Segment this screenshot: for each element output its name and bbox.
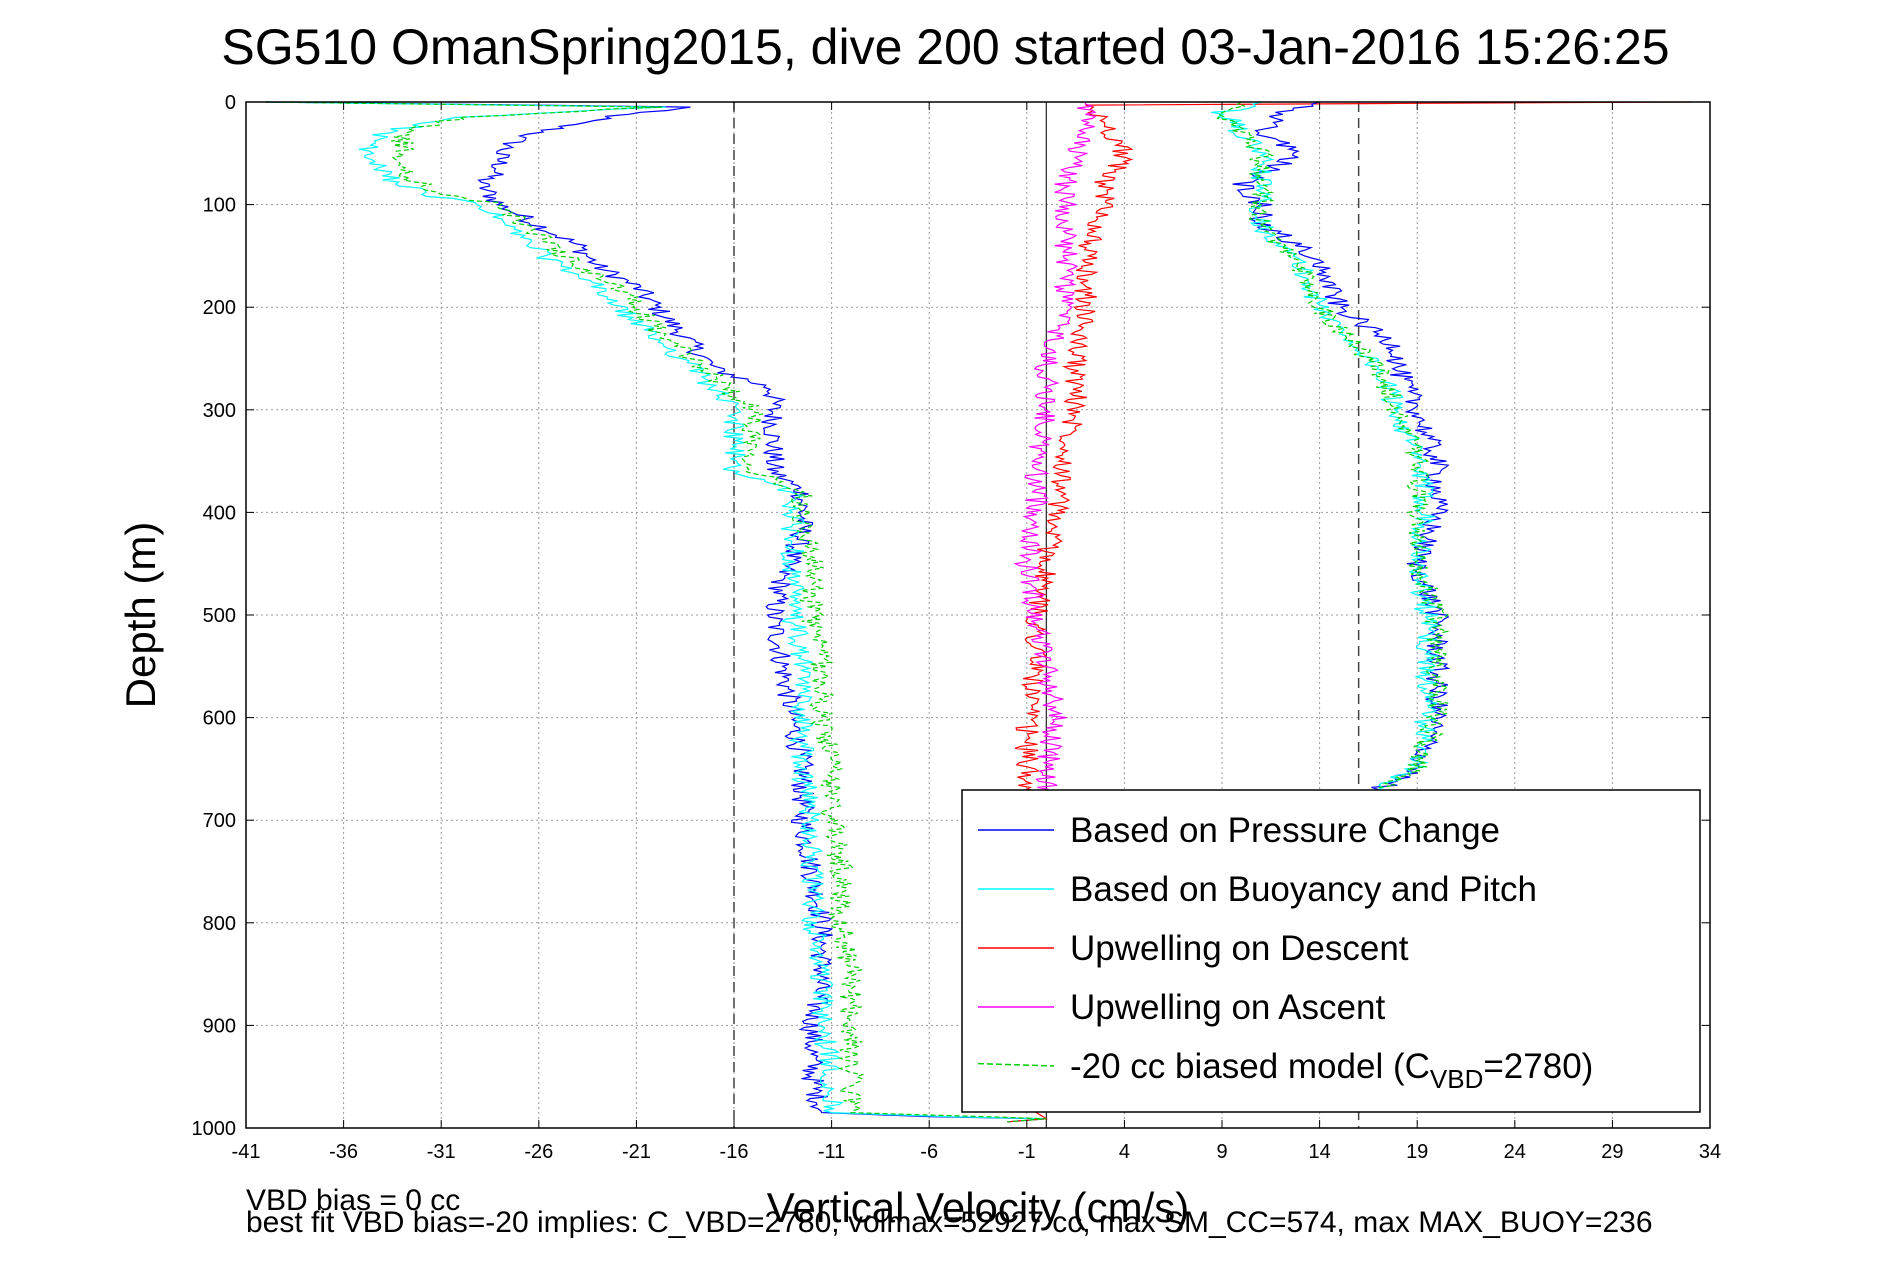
x-tick-label: 29 bbox=[1601, 1141, 1623, 1163]
y-tick-label: 700 bbox=[203, 810, 236, 832]
x-tick-label: -36 bbox=[329, 1141, 358, 1163]
legend-label: Based on Buoyancy and Pitch bbox=[1070, 870, 1537, 909]
y-tick-label: 200 bbox=[203, 297, 236, 319]
y-axis-label: Depth (m) bbox=[117, 522, 164, 709]
x-tick-label: -11 bbox=[818, 1141, 845, 1163]
ticks: -41 -36 -31 -26 -21 -16 -11 -6 -1 4 9 14 19 24 29 34 0 10… bbox=[192, 92, 1722, 1163]
x-tick-label: 4 bbox=[1119, 1141, 1130, 1163]
x-tick-label: 9 bbox=[1216, 1141, 1227, 1163]
y-tick-label: 0 bbox=[225, 92, 236, 114]
legend-swatch bbox=[977, 1062, 1055, 1067]
y-tick-label: 500 bbox=[203, 605, 236, 627]
series-line bbox=[1216, 101, 1450, 790]
y-tick-label: 300 bbox=[203, 400, 236, 422]
y-tick-label: 1000 bbox=[192, 1118, 237, 1140]
series-line bbox=[265, 101, 1047, 1123]
y-tick-label: 800 bbox=[203, 913, 236, 935]
y-tick-label: 600 bbox=[203, 708, 236, 730]
series-line bbox=[1211, 101, 1439, 790]
legend-label: Based on Pressure Change bbox=[1070, 811, 1500, 850]
y-tick-label: 400 bbox=[203, 502, 236, 524]
x-tick-label: 24 bbox=[1504, 1141, 1526, 1163]
legend-label: Upwelling on Descent bbox=[1070, 929, 1409, 968]
footer-best-fit: best fit VBD bias=-20 implies: C_VBD=278… bbox=[246, 1206, 1653, 1239]
x-tick-label: -41 bbox=[232, 1141, 261, 1163]
series-line bbox=[265, 101, 1047, 1123]
legend-box bbox=[961, 789, 1701, 1113]
legend: Based on Pressure Change Based on Buoyanc… bbox=[961, 789, 1701, 1113]
footer-vbd-bias: VBD bias = 0 cc bbox=[246, 1184, 461, 1217]
series-line bbox=[1013, 102, 1097, 821]
x-tick-label: 34 bbox=[1699, 1141, 1721, 1163]
series-line bbox=[265, 101, 1047, 1123]
legend-label: -20 cc biased model (CVBD=2780) bbox=[1070, 1047, 1593, 1094]
x-tick-label: 19 bbox=[1406, 1141, 1428, 1163]
x-tick-label: -31 bbox=[427, 1141, 456, 1163]
x-tick-label: 14 bbox=[1308, 1141, 1330, 1163]
x-tick-label: -26 bbox=[524, 1141, 553, 1163]
y-tick-label: 900 bbox=[203, 1015, 236, 1037]
x-tick-label: -16 bbox=[720, 1141, 749, 1163]
y-tick-label: 100 bbox=[203, 195, 236, 217]
legend-label: Upwelling on Ascent bbox=[1070, 988, 1385, 1027]
series-line bbox=[1232, 101, 1451, 790]
x-tick-label: -21 bbox=[622, 1141, 651, 1163]
x-tick-label: -1 bbox=[1018, 1141, 1036, 1163]
x-tick-label: -6 bbox=[920, 1141, 938, 1163]
x-axis-label: Vertical Velocity (cm/s) bbox=[767, 1184, 1189, 1231]
chart-title: SG510 OmanSpring2015, dive 200 started 0… bbox=[221, 19, 1670, 75]
